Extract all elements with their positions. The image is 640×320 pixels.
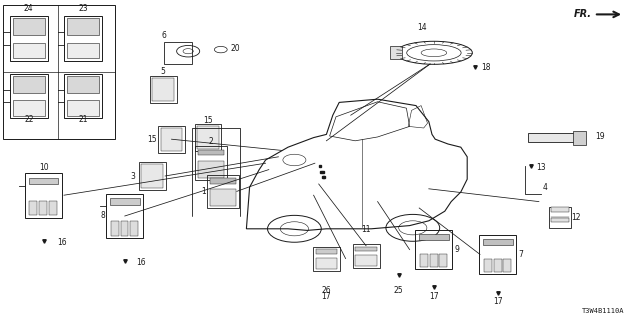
- Text: 26: 26: [321, 286, 332, 295]
- Bar: [355, 255, 377, 266]
- Text: 17: 17: [321, 292, 332, 301]
- Text: 7: 7: [518, 250, 524, 259]
- Bar: [64, 74, 102, 118]
- Bar: [29, 201, 37, 215]
- Text: 18: 18: [481, 63, 491, 72]
- Text: T3W4B1110A: T3W4B1110A: [582, 308, 624, 314]
- Bar: [164, 42, 192, 64]
- Text: 24: 24: [24, 4, 34, 13]
- Bar: [419, 234, 449, 240]
- Bar: [131, 221, 138, 236]
- Bar: [420, 254, 428, 267]
- Text: 14: 14: [417, 23, 428, 32]
- Bar: [355, 246, 377, 251]
- Bar: [67, 43, 99, 58]
- Bar: [39, 201, 47, 215]
- Text: 5: 5: [161, 67, 166, 76]
- Bar: [429, 254, 438, 267]
- Bar: [13, 43, 45, 58]
- Bar: [415, 230, 452, 269]
- Text: 22: 22: [24, 115, 33, 124]
- Bar: [49, 201, 57, 215]
- Bar: [10, 16, 48, 61]
- Bar: [67, 18, 99, 35]
- Text: 20: 20: [230, 44, 240, 53]
- Text: 8: 8: [101, 212, 106, 220]
- Bar: [150, 76, 177, 103]
- Text: 13: 13: [536, 163, 546, 172]
- Bar: [390, 46, 402, 59]
- Bar: [197, 126, 219, 149]
- Bar: [158, 126, 185, 153]
- Bar: [67, 76, 99, 93]
- Bar: [13, 18, 45, 35]
- Bar: [161, 128, 182, 151]
- Bar: [440, 254, 447, 267]
- Bar: [106, 194, 143, 238]
- Bar: [64, 16, 102, 61]
- Bar: [483, 239, 513, 245]
- Bar: [25, 173, 62, 218]
- Text: 17: 17: [493, 297, 503, 306]
- Text: 21: 21: [79, 115, 88, 124]
- Bar: [195, 147, 227, 180]
- Bar: [13, 76, 45, 93]
- Bar: [29, 178, 58, 184]
- Bar: [111, 221, 118, 236]
- Text: 9: 9: [454, 245, 460, 254]
- Text: 10: 10: [38, 163, 49, 172]
- Text: 17: 17: [429, 292, 439, 301]
- Bar: [484, 259, 492, 272]
- Bar: [313, 247, 340, 271]
- Bar: [353, 244, 380, 268]
- Text: 16: 16: [136, 258, 146, 267]
- Bar: [10, 74, 48, 118]
- Text: 1: 1: [202, 187, 206, 196]
- Text: 23: 23: [78, 4, 88, 13]
- Text: 15: 15: [147, 135, 157, 144]
- Bar: [493, 259, 502, 272]
- Bar: [67, 100, 99, 116]
- Bar: [110, 198, 140, 205]
- Bar: [152, 78, 174, 101]
- Bar: [198, 161, 224, 178]
- Text: 6: 6: [161, 31, 166, 40]
- Bar: [210, 179, 236, 184]
- Text: 19: 19: [595, 132, 605, 141]
- Bar: [316, 249, 337, 253]
- Text: 11: 11: [362, 225, 371, 234]
- Bar: [573, 131, 586, 145]
- Bar: [141, 164, 163, 188]
- Bar: [550, 207, 570, 212]
- Bar: [479, 235, 516, 274]
- Bar: [3, 5, 115, 139]
- Bar: [13, 100, 45, 116]
- Text: 16: 16: [58, 238, 67, 247]
- Text: 25: 25: [394, 286, 404, 295]
- Text: 15: 15: [203, 116, 213, 125]
- Bar: [195, 124, 221, 151]
- Text: 3: 3: [131, 172, 136, 180]
- Bar: [550, 218, 570, 222]
- Bar: [207, 175, 239, 208]
- Text: 2: 2: [209, 137, 214, 146]
- Bar: [528, 133, 576, 142]
- Text: FR.: FR.: [573, 9, 591, 20]
- Text: 12: 12: [572, 213, 581, 222]
- Bar: [549, 207, 572, 228]
- Bar: [120, 221, 129, 236]
- Bar: [198, 150, 224, 156]
- Bar: [316, 258, 337, 269]
- Text: 4: 4: [543, 183, 548, 192]
- Bar: [504, 259, 511, 272]
- Bar: [139, 163, 166, 189]
- Bar: [210, 189, 236, 206]
